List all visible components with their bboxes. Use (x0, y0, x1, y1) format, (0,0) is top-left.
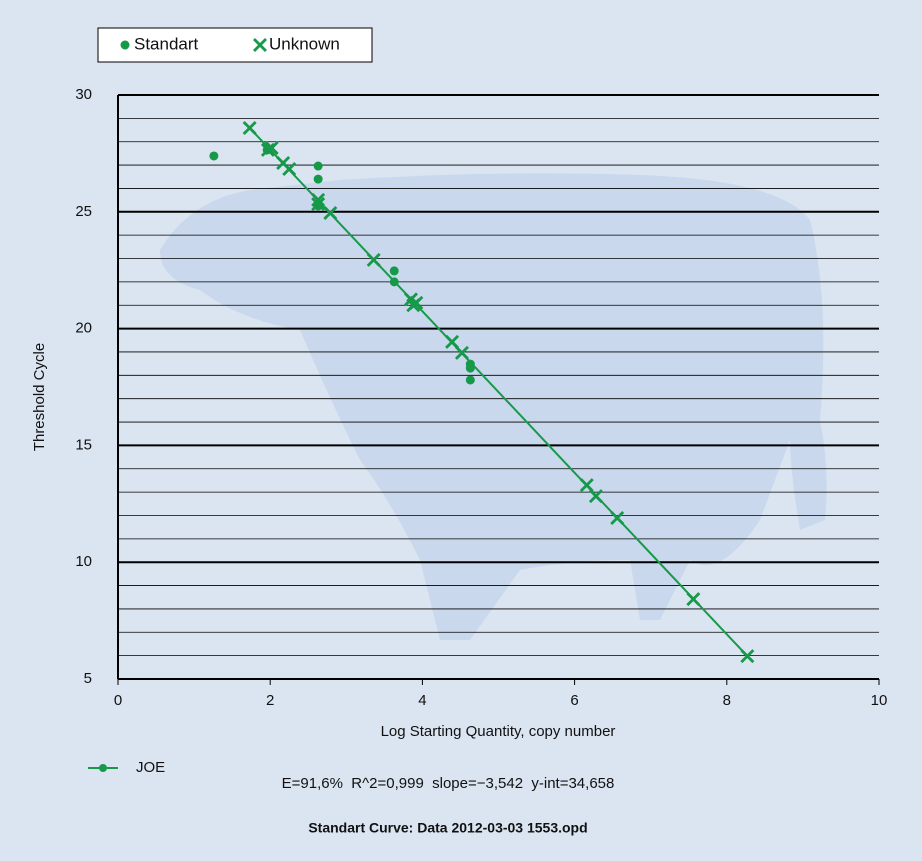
point (314, 175, 323, 184)
chart: Threshold Cycle Log Starting Quantity, c… (0, 0, 922, 856)
y-tick-label: 10 (75, 553, 92, 570)
x-tick-label: 8 (723, 692, 731, 709)
annotation: E=91,6% R^2=0,999 slope=−3,542 y-int=34,… (282, 775, 615, 792)
x-tick-label: 4 (418, 692, 426, 709)
x-tick-label: 0 (114, 692, 122, 709)
point (390, 266, 399, 275)
y-tick-label: 5 (84, 670, 92, 687)
y-tick-label: 30 (75, 86, 92, 103)
point (209, 151, 218, 160)
legend-label: Unknown (269, 34, 340, 53)
y-tick-label: 25 (75, 203, 92, 220)
x-axis-label: Log Starting Quantity, copy number (381, 723, 616, 740)
y-axis-label: Threshold Cycle (31, 343, 48, 451)
legend-marker (99, 764, 107, 772)
point (314, 162, 323, 171)
page: Threshold Cycle Log Starting Quantity, c… (0, 0, 922, 861)
point (466, 375, 475, 384)
legend-label: Standart (134, 34, 199, 53)
chart-title: Standart Curve: Data 2012-03-03 1553.opd (308, 820, 587, 836)
x-tick-label: 10 (871, 692, 888, 709)
x-tick-label: 6 (570, 692, 578, 709)
legend-marker (121, 41, 130, 50)
y-tick-label: 15 (75, 436, 92, 453)
legend-label: JOE (136, 759, 165, 776)
y-tick-label: 20 (75, 320, 92, 337)
x-tick-label: 2 (266, 692, 274, 709)
